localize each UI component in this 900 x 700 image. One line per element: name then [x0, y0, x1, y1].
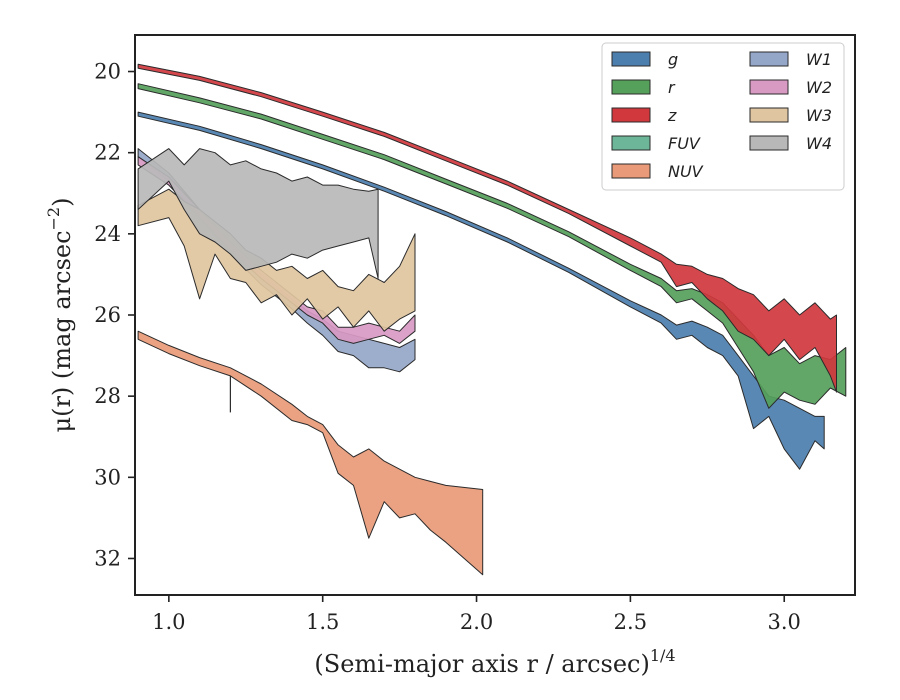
band-r	[137, 83, 847, 409]
band-z	[137, 63, 837, 393]
y-tick-label: 20	[94, 60, 121, 84]
x-tick-label: 1.5	[306, 610, 339, 634]
y-tick-label: 32	[94, 546, 121, 570]
legend-label-w4: W4	[806, 134, 832, 153]
legend: grz FUV NUV W1 W2 W3 W4	[601, 42, 845, 191]
legend-label-w3: W3	[806, 106, 832, 125]
legend-swatch-w3	[749, 107, 789, 123]
legend-swatch-w2	[749, 79, 789, 95]
legend-swatch-nuv	[611, 163, 651, 179]
y-tick-label: 28	[94, 384, 121, 408]
legend-label-w2: W2	[806, 78, 832, 97]
y-tick-label: 30	[94, 465, 121, 489]
legend-swatch-w1	[749, 51, 789, 67]
axes-layer: 1.0 1.5 2.0 2.5 3.0 20 22 24 26 28 30 32 (Semi-major…	[44, 34, 856, 678]
x-axis-label: (Semi-major axis r / arcsec)1/4	[314, 646, 675, 678]
band-nuv	[137, 330, 484, 576]
series-layer	[137, 63, 847, 576]
legend-label-r: r	[668, 78, 676, 97]
x-tick-label: 3.0	[768, 610, 801, 634]
x-tick-label: 2.5	[614, 610, 647, 634]
legend-label-w1: W1	[806, 50, 832, 69]
x-tick-label: 2.0	[460, 610, 493, 634]
y-tick-label: 24	[94, 222, 121, 246]
band-g	[137, 111, 825, 470]
legend-label-g: g	[668, 50, 678, 69]
y-tick-label: 26	[94, 303, 121, 327]
y-tick-label: 22	[94, 141, 121, 165]
legend-label-fuv: FUV	[668, 134, 701, 153]
legend-swatch-fuv	[611, 135, 651, 151]
y-axis-label: μ(r) (mag arcsec−2)	[44, 198, 76, 433]
legend-swatch-z	[611, 107, 651, 123]
legend-swatch-r	[611, 79, 651, 95]
legend-swatch-w4	[749, 135, 789, 151]
x-tick-label: 1.0	[152, 610, 185, 634]
legend-label-z: z	[667, 106, 677, 125]
legend-swatch-g	[611, 51, 651, 67]
legend-label-nuv: NUV	[668, 162, 704, 181]
band-w4	[137, 148, 379, 279]
